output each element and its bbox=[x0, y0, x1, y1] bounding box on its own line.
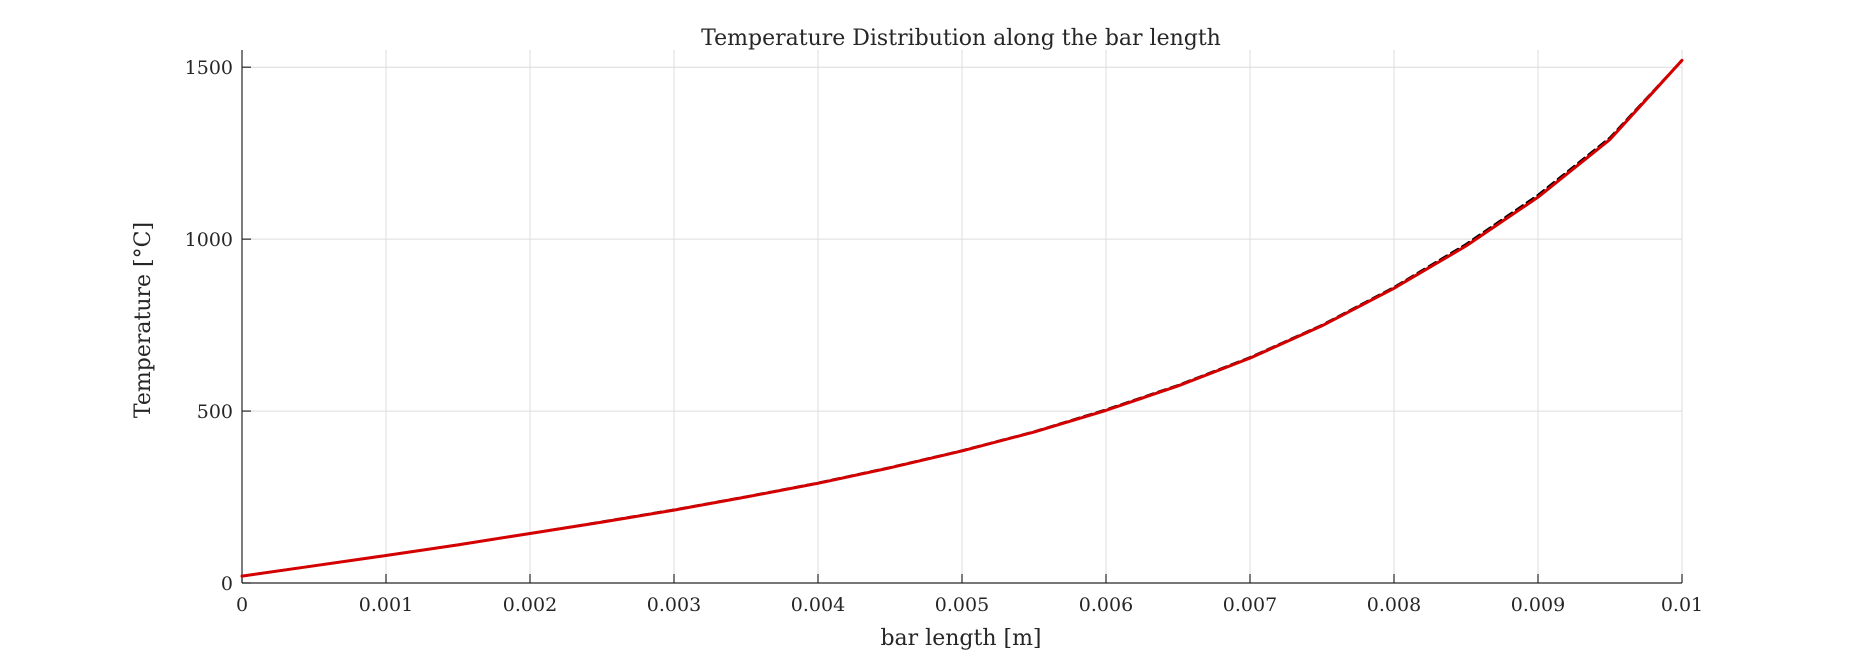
y-tick-label: 1500 bbox=[185, 57, 233, 79]
series-lines bbox=[240, 58, 1684, 578]
x-tick-label: 0.002 bbox=[503, 594, 557, 616]
y-tick-label: 0 bbox=[221, 573, 233, 595]
x-tick-label: 0.004 bbox=[791, 594, 845, 616]
x-tick-label: 0.005 bbox=[935, 594, 989, 616]
x-tick-label: 0.008 bbox=[1367, 594, 1421, 616]
axes bbox=[241, 50, 1683, 584]
y-tick-label: 500 bbox=[197, 401, 233, 423]
x-tick-label: 0.007 bbox=[1223, 594, 1277, 616]
x-tick-label: 0.009 bbox=[1511, 594, 1565, 616]
x-tick-label: 0.006 bbox=[1079, 594, 1133, 616]
chart-title: Temperature Distribution along the bar l… bbox=[701, 26, 1221, 51]
series-line-solid bbox=[240, 58, 1684, 578]
x-axis-title: bar length [m] bbox=[880, 626, 1041, 651]
grid-lines bbox=[241, 50, 1683, 584]
x-tick-label: 0 bbox=[236, 594, 248, 616]
x-tick-label: 0.01 bbox=[1661, 594, 1703, 616]
y-axis-title: Temperature [°C] bbox=[131, 222, 156, 418]
y-tick-label: 1000 bbox=[185, 229, 233, 251]
x-tick-label: 0.001 bbox=[359, 594, 413, 616]
x-tick-label: 0.003 bbox=[647, 594, 701, 616]
tick-labels: 0 0.001 0.002 0.003 0.004 0.005 0.006 0.007 0.00… bbox=[185, 57, 1704, 616]
